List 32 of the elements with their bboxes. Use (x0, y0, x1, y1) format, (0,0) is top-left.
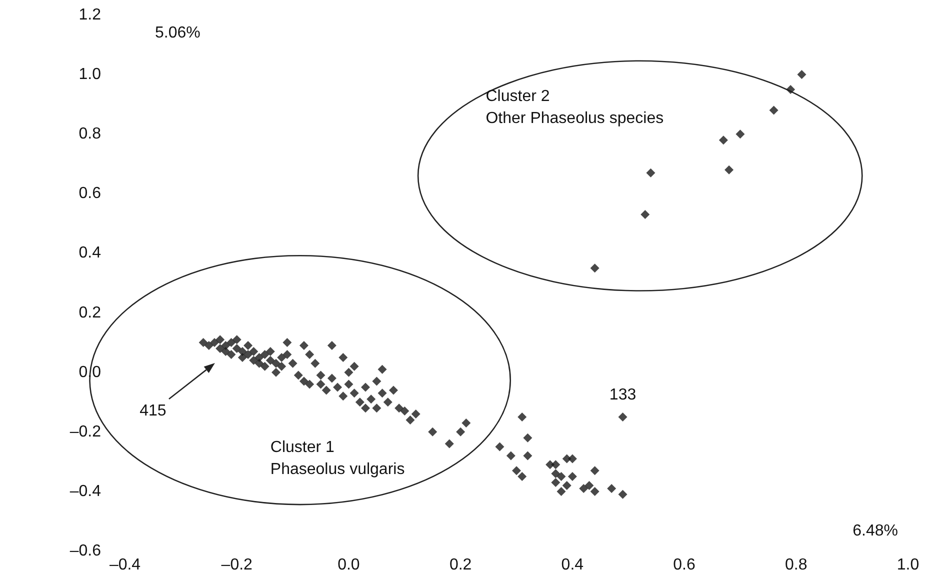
x-tick-label: 0.0 (338, 556, 360, 574)
y-tick-label: –0.4 (70, 482, 102, 500)
annotation: 415 (140, 402, 166, 420)
point (786, 84, 796, 94)
y-tick-label: 0.4 (78, 244, 102, 262)
annotation: Cluster 2 Other Phaseolus species (486, 88, 664, 127)
y-tick-label: 0.6 (78, 185, 102, 202)
point (724, 165, 734, 174)
x-tick-label: 0.8 (785, 556, 808, 574)
y-tick-label: 0.2 (78, 304, 102, 322)
y-tick-label: –0.2 (70, 423, 102, 440)
x-tick-label: –0.4 (109, 556, 141, 574)
point (736, 130, 745, 139)
annotation: 133 (609, 386, 636, 404)
x-tick-label: 0.2 (449, 556, 472, 574)
y-tick-label: –0.6 (70, 542, 102, 560)
annotation: Cluster 1 Phaseolus vulgaris (270, 439, 405, 478)
point (718, 136, 728, 145)
y-axis-title: 5.06% (155, 24, 200, 42)
y-tick-label: 0.8 (78, 126, 102, 143)
point (590, 264, 600, 273)
point (640, 210, 650, 220)
point (769, 106, 778, 115)
x-tick-label: 1.0 (896, 556, 920, 574)
y-tick-label: 1.2 (78, 6, 102, 24)
x-tick-label: 0.4 (561, 556, 584, 574)
x-tick-label: 0.6 (673, 556, 696, 574)
y-tick-label: 1.0 (78, 66, 102, 84)
point (797, 70, 806, 80)
x-tick-label: –0.2 (221, 556, 253, 574)
x-axis-title: 6.48% (852, 522, 898, 540)
point (646, 168, 656, 178)
